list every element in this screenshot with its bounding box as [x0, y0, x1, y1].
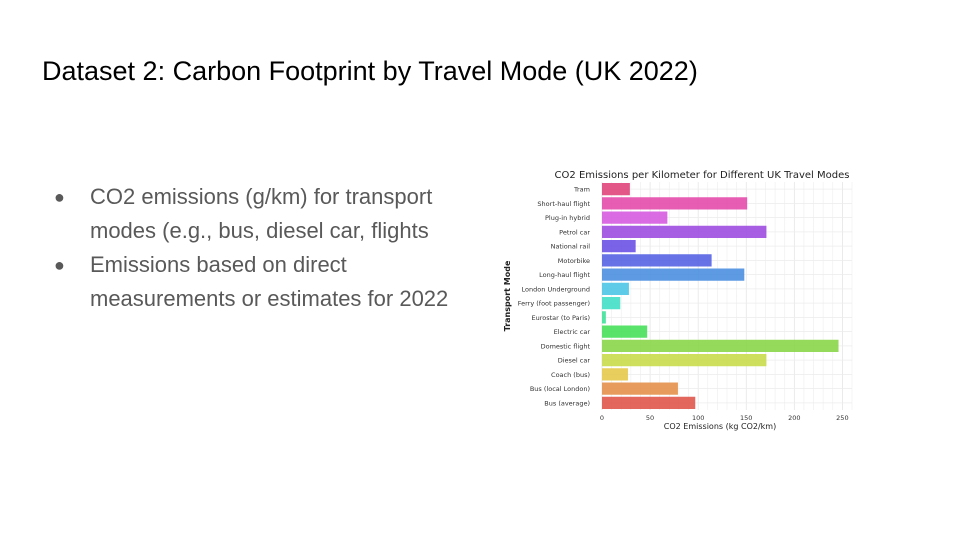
chart-bar	[602, 396, 696, 410]
emissions-chart: CO2 Emissions per Kilometer for Differen…	[500, 160, 860, 440]
chart-bar	[602, 368, 628, 381]
chart-x-tick-label: 150	[740, 414, 752, 422]
bullet-list: ● CO2 emissions (g/km) for transport mod…	[52, 180, 472, 316]
chart-category-label: Motorbike	[558, 257, 590, 265]
chart-svg: CO2 Emissions per Kilometer for Differen…	[503, 170, 853, 431]
chart-bar	[602, 353, 767, 367]
chart-category-label: Short-haul flight	[537, 200, 590, 208]
chart-bar	[602, 197, 748, 210]
chart-category-label: Electric car	[554, 328, 591, 336]
chart-category-label: Petrol car	[559, 228, 590, 236]
chart-bar	[602, 239, 636, 253]
chart-x-ticks: 0 50 100 150 200 250	[600, 414, 849, 422]
chart-bar	[602, 225, 767, 239]
chart-category-label: Ferry (foot passenger)	[518, 300, 590, 308]
chart-bar	[602, 282, 629, 296]
bullet-text: Emissions based on direct measurements o…	[90, 252, 449, 311]
chart-bar	[602, 254, 712, 267]
bullet-dot-icon: ●	[54, 187, 65, 207]
chart-category-label: Plug-in hybrid	[545, 214, 590, 222]
chart-category-label: Tram	[573, 186, 590, 194]
bullet-item: ● Emissions based on direct measurements…	[52, 248, 472, 316]
slide-title: Dataset 2: Carbon Footprint by Travel Mo…	[42, 56, 698, 86]
chart-category-label: Bus (average)	[544, 399, 590, 407]
chart-bar	[602, 268, 745, 281]
chart-category-label: Diesel car	[558, 357, 591, 365]
bullet-item: ● CO2 emissions (g/km) for transport mod…	[52, 180, 472, 248]
chart-category-label: Eurostar (to Paris)	[531, 314, 590, 322]
chart-x-tick-label: 200	[788, 414, 800, 422]
chart-category-label: London Underground	[522, 285, 590, 293]
chart-x-axis-label: CO2 Emissions (kg CO2/km)	[664, 422, 776, 431]
chart-bar	[602, 182, 630, 196]
chart-category-label: Domestic flight	[541, 342, 591, 350]
chart-bar	[602, 382, 678, 395]
chart-category-label: Coach (bus)	[551, 371, 590, 379]
chart-x-tick-label: 50	[646, 414, 654, 422]
chart-x-tick-label: 0	[600, 414, 604, 422]
bullet-dot-icon: ●	[54, 255, 65, 275]
chart-bar	[602, 296, 621, 310]
chart-bar	[602, 211, 668, 224]
chart-category-label: National rail	[551, 243, 591, 251]
chart-category-label: Bus (local London)	[530, 385, 590, 393]
chart-category-label: Long-haul flight	[539, 271, 590, 279]
chart-bar	[602, 339, 839, 353]
chart-title: CO2 Emissions per Kilometer for Differen…	[555, 170, 850, 181]
chart-bar	[602, 311, 606, 324]
chart-category-labels: Tram Short-haul flight Plug-in hybrid Petro…	[518, 186, 591, 408]
bullet-text: CO2 emissions (g/km) for transport modes…	[90, 184, 433, 243]
chart-y-axis-label: Transport Mode	[503, 260, 512, 331]
chart-x-tick-label: 250	[836, 414, 848, 422]
chart-bar	[602, 325, 648, 338]
chart-bars	[602, 182, 839, 410]
chart-x-tick-label: 100	[692, 414, 704, 422]
